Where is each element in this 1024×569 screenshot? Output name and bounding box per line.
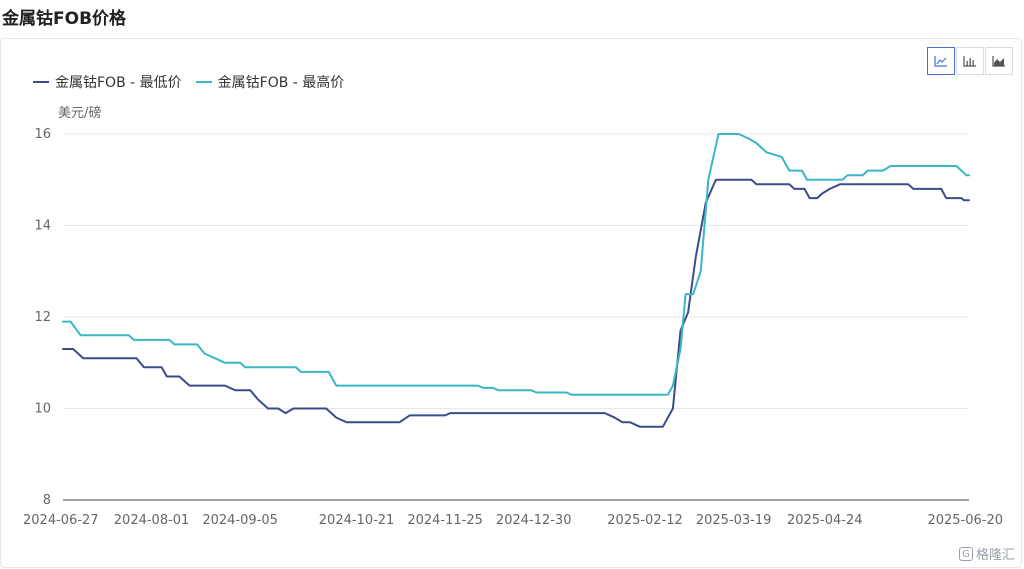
x-tick-label: 2024-06-27: [23, 513, 99, 528]
legend-label-high: 金属钴FOB - 最高价: [217, 75, 345, 91]
legend-item-high[interactable]: 金属钴FOB - 最高价: [195, 72, 345, 92]
watermark-text: 格隆汇: [975, 548, 1015, 563]
x-tick-label: 2025-04-24: [787, 513, 863, 528]
y-axis-unit-label: 美元/磅: [58, 106, 102, 121]
line-chart-button[interactable]: [927, 47, 955, 75]
bar-chart-icon: [963, 56, 976, 67]
series-line-high: [62, 133, 970, 396]
x-tick-label: 2024-09-05: [202, 513, 278, 528]
y-tick-label: 16: [34, 127, 51, 142]
watermark-logo-icon: G: [958, 546, 973, 561]
legend-item-low[interactable]: 金属钴FOB - 最低价: [33, 72, 182, 92]
chart-plot-area: 8 10 12 14 16 2024-06-27 2024-08-01 2024-09-05 2…: [23, 127, 1003, 528]
y-tick-label: 12: [34, 310, 51, 325]
line-chart-icon: [934, 56, 947, 67]
y-tick-label: 8: [43, 493, 51, 508]
y-tick-label: 10: [34, 402, 51, 417]
legend-swatch-low: [33, 81, 49, 83]
area-chart-icon: [992, 56, 1005, 67]
x-tick-label: 2024-10-21: [319, 513, 395, 528]
x-tick-label: 2025-06-20: [927, 513, 1003, 528]
x-tick-label: 2024-08-01: [114, 513, 190, 528]
legend-label-low: 金属钴FOB - 最低价: [55, 75, 182, 91]
x-tick-label: 2024-11-25: [407, 513, 483, 528]
page-title: 金属钴FOB价格: [2, 9, 127, 29]
y-tick-label: 14: [34, 219, 51, 234]
area-chart-button[interactable]: [985, 47, 1013, 75]
x-tick-label: 2024-12-30: [496, 513, 572, 528]
watermark: G 格隆汇: [958, 544, 1015, 563]
chart-card: 金属钴FOB - 最低价 金属钴FOB - 最高价 美元/磅 8 10 12 14 16…: [0, 38, 1022, 568]
legend: 金属钴FOB - 最低价 金属钴FOB - 最高价: [33, 72, 344, 92]
chart-type-toolbar: [927, 47, 1013, 75]
legend-swatch-high: [195, 81, 212, 83]
series-line-low: [62, 178, 970, 428]
bar-chart-button[interactable]: [956, 47, 984, 75]
x-tick-label: 2025-02-12: [607, 513, 683, 528]
x-tick-label: 2025-03-19: [696, 513, 772, 528]
